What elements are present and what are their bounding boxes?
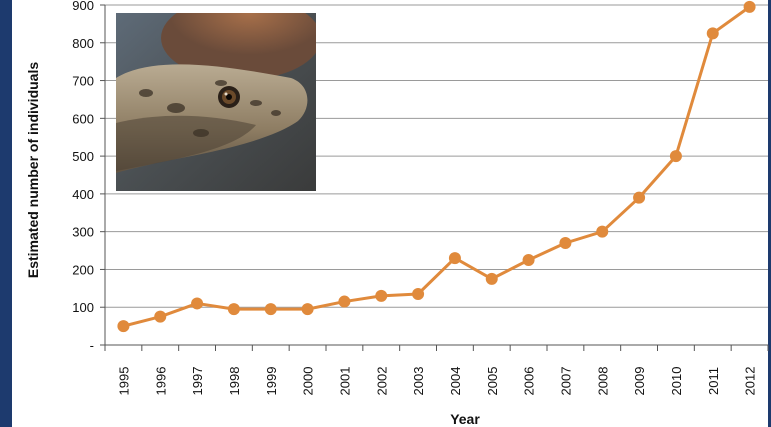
axes	[100, 4, 769, 351]
data-point-1995	[117, 320, 130, 333]
data-point-2005	[485, 272, 498, 285]
y-tick-label: 400	[72, 187, 94, 202]
x-tick-label: 2012	[743, 367, 758, 396]
x-tick-label: 2009	[632, 367, 647, 396]
x-tick-label: 2003	[411, 367, 426, 396]
y-tick-label: 700	[72, 74, 94, 89]
y-tick-label: 900	[72, 0, 94, 13]
series-line-path	[123, 5, 751, 328]
data-point-1996	[154, 310, 167, 323]
y-tick-label: 800	[72, 36, 94, 51]
series-line	[117, 0, 756, 333]
x-tick-label: 2001	[337, 367, 352, 396]
x-tick-label: 1998	[227, 367, 242, 396]
data-point-2003	[412, 288, 425, 300]
data-point-2004	[448, 252, 461, 265]
data-point-2008	[596, 225, 609, 238]
x-tick-label: 2002	[374, 367, 389, 396]
x-tick-label: 2008	[595, 367, 610, 396]
x-tick-label: 1999	[264, 367, 279, 396]
x-tick-label: 2004	[448, 367, 463, 396]
data-point-2006	[522, 254, 535, 266]
data-point-1999	[264, 303, 277, 316]
data-point-2007	[559, 237, 572, 249]
x-tick-label: 1995	[116, 367, 131, 396]
x-tick-label: 1997	[190, 367, 205, 396]
x-tick-label: 2007	[558, 367, 573, 396]
x-tick-label: 2010	[669, 367, 684, 396]
right-border-band	[768, 0, 771, 427]
left-border-band	[0, 0, 12, 427]
x-tick-label: 1996	[153, 367, 168, 396]
x-tick-label: 2005	[485, 367, 500, 396]
y-tick-label: 300	[72, 225, 94, 240]
data-point-2000	[301, 303, 314, 316]
y-tick-labels: - 100 200 300 400 500 600 700 800 900	[72, 0, 94, 353]
y-tick-label: 600	[72, 111, 94, 126]
x-tick-labels: 1995 1996 1997 1998 1999 2000 2001 2002 2003 2004…	[116, 367, 757, 396]
data-point-2002	[375, 289, 388, 302]
y-axis-title: Estimated number of individuals	[25, 62, 41, 278]
y-tick-label: 500	[72, 149, 94, 164]
y-tick-label: 100	[72, 300, 94, 315]
data-point-1997	[191, 297, 204, 310]
data-point-2010	[669, 150, 682, 163]
y-tick-label: 200	[72, 262, 94, 277]
x-tick-label: 2011	[706, 367, 721, 395]
data-point-2011	[706, 27, 719, 40]
data-point-2001	[338, 295, 351, 308]
data-point-2009	[633, 191, 646, 204]
data-point-1998	[227, 303, 240, 316]
data-point-2012	[743, 0, 756, 13]
y-tick-label: -	[90, 338, 94, 353]
x-tick-label: 2006	[522, 367, 537, 396]
snake-head-photo	[116, 13, 316, 191]
x-axis-title: Year	[450, 411, 480, 427]
x-tick-label: 2000	[301, 367, 316, 396]
